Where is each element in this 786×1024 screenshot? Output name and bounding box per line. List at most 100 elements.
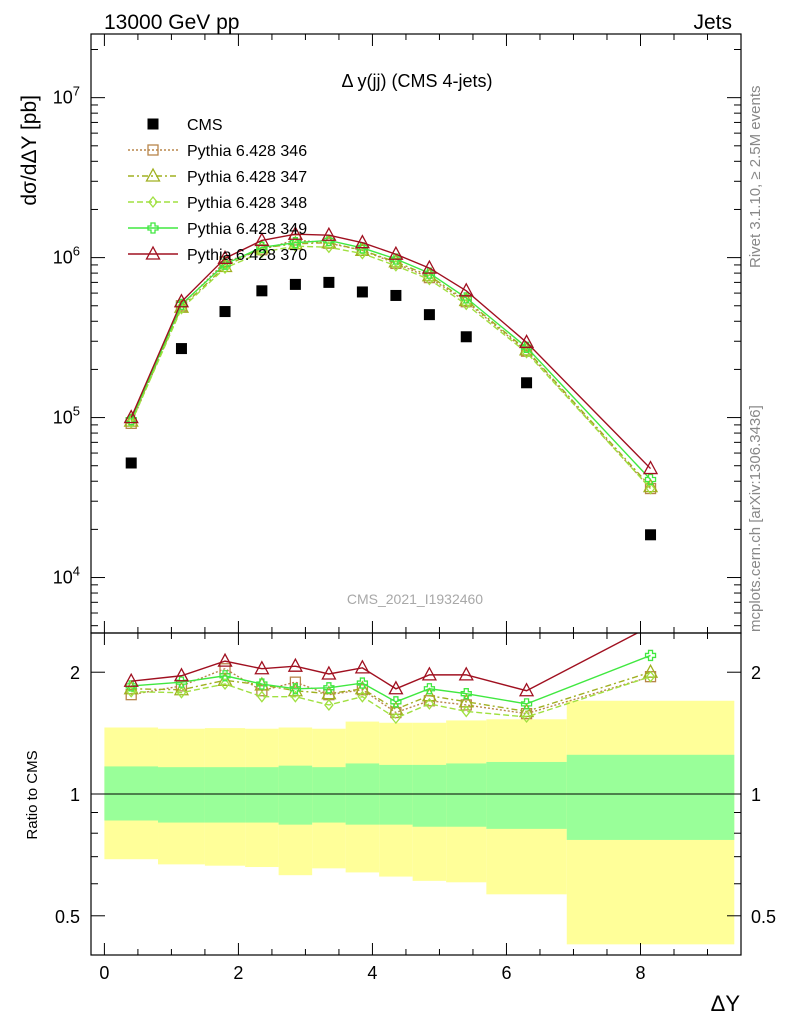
data-point <box>257 246 267 259</box>
data-point <box>421 259 437 274</box>
data-point <box>125 680 137 692</box>
data-point <box>644 473 657 486</box>
stat-uncertainty-band <box>158 767 205 823</box>
data-point <box>324 698 334 711</box>
data-point <box>645 670 656 683</box>
data-point <box>145 245 161 260</box>
chart-title: Δ y(jj) (CMS 4-jets) <box>341 71 492 91</box>
data-point <box>357 690 368 703</box>
legend-label: Pythia 6.428 370 <box>187 247 307 264</box>
data-point <box>354 234 370 249</box>
data-point <box>289 278 301 290</box>
x-tick-label: 4 <box>367 963 377 983</box>
ratio-y-tick-label: 0.5 <box>55 907 80 927</box>
data-point <box>645 529 657 541</box>
stat-uncertainty-band <box>278 765 313 825</box>
y-tick-label: 105 <box>53 404 80 428</box>
data-point <box>125 689 137 701</box>
data-point <box>175 343 187 355</box>
data-point <box>126 416 137 429</box>
ratio-y-axis-label: Ratio to CMS <box>24 750 41 839</box>
data-point <box>123 672 139 687</box>
data-point <box>173 667 190 682</box>
ratio-panel: 0 2 4 6 8 0.5 0.5 1 1 2 2 <box>55 619 776 983</box>
y-tick-label: 104 <box>53 564 80 588</box>
series-line <box>130 239 652 490</box>
data-point <box>256 241 268 253</box>
data-point <box>257 690 267 703</box>
stat-uncertainty-band <box>486 761 567 829</box>
series-line <box>130 239 652 480</box>
data-point <box>256 685 268 697</box>
data-point <box>123 409 139 424</box>
ratio-series-line <box>131 675 651 719</box>
data-point <box>254 660 270 675</box>
data-point <box>176 686 187 699</box>
analysis-watermark: CMS_2021_I1932460 <box>347 591 483 607</box>
data-point <box>254 232 270 247</box>
data-point <box>217 258 233 273</box>
data-point <box>388 680 404 695</box>
data-point <box>126 685 137 698</box>
x-axis-label: ΔY <box>711 991 741 1016</box>
data-point <box>219 258 231 270</box>
rivet-version-label: Rivet 3.1.10, ≥ 2.5M events <box>747 86 764 269</box>
x-tick-label: 0 <box>99 963 109 983</box>
x-tick-label: 6 <box>501 963 511 983</box>
data-point <box>644 619 657 631</box>
data-point <box>521 710 532 724</box>
data-point <box>290 690 301 703</box>
data-point <box>287 682 303 697</box>
data-point <box>217 652 233 667</box>
data-point <box>458 282 474 297</box>
data-point <box>217 671 233 686</box>
ratio-series-line <box>131 633 639 692</box>
data-point <box>321 226 337 241</box>
data-point <box>645 482 656 495</box>
series-line <box>130 233 652 470</box>
data-point <box>287 657 303 672</box>
data-point <box>423 267 436 279</box>
legend-label: CMS <box>187 117 223 134</box>
stat-uncertainty-band <box>379 764 413 825</box>
data-point <box>518 334 535 349</box>
data-point <box>460 331 472 343</box>
data-point <box>219 306 231 318</box>
stat-uncertainty-band <box>412 764 447 827</box>
legend-label: Pythia 6.428 349 <box>187 221 307 238</box>
data-point <box>220 677 230 691</box>
x-tick-label: 2 <box>233 963 243 983</box>
process-label: Jets <box>693 11 732 34</box>
data-point <box>175 676 188 688</box>
data-point <box>173 681 190 696</box>
data-point <box>423 683 436 695</box>
data-point <box>391 712 401 725</box>
data-point <box>388 700 404 715</box>
data-point <box>390 289 402 301</box>
x-tick-label: 8 <box>635 963 645 983</box>
data-point <box>323 276 335 288</box>
data-point <box>642 478 659 493</box>
data-point <box>518 682 535 697</box>
ratio-series-line <box>131 654 651 705</box>
data-point <box>460 688 472 700</box>
data-point <box>356 677 369 689</box>
data-point <box>461 298 472 311</box>
data-point <box>147 222 159 234</box>
data-point <box>147 144 159 156</box>
data-point <box>289 237 302 249</box>
series-line <box>130 245 652 490</box>
data-point <box>644 649 657 662</box>
legend-label: Pythia 6.428 348 <box>187 195 307 212</box>
data-point <box>423 309 435 321</box>
data-point <box>323 682 335 694</box>
y-axis-label: dσ/dΔY [pb] <box>18 95 41 206</box>
stat-uncertainty-band <box>312 767 346 823</box>
ratio-y-tick-label-right: 2 <box>751 663 761 683</box>
data-point <box>460 292 472 304</box>
data-point <box>354 659 370 674</box>
ratio-series-group <box>123 619 659 725</box>
data-point <box>289 676 302 688</box>
data-point <box>642 460 659 475</box>
